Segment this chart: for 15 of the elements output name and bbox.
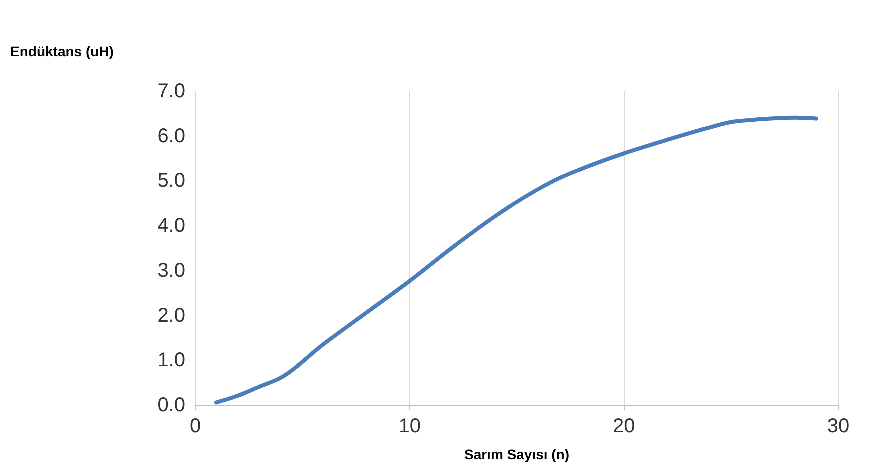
x-axis-title: Sarım Sayısı (n) [464, 446, 570, 462]
y-tick-label: 5.0 [158, 170, 186, 192]
y-tick-label: 2.0 [158, 304, 186, 327]
x-tick-label: 0 [190, 416, 202, 438]
line-series [214, 116, 819, 405]
y-tick-label: 7.0 [158, 80, 186, 102]
y-axis-title: Endüktans (uH) [10, 44, 114, 60]
y-tick-label: 4.0 [158, 215, 186, 238]
x-tick-label: 30 [827, 416, 850, 438]
x-tick-label: 20 [613, 416, 636, 438]
y-tick-label: 6.0 [158, 125, 186, 148]
y-tick-label: 3.0 [158, 260, 186, 282]
y-tick-label: 0.0 [158, 394, 186, 416]
x-tick-label: 10 [398, 416, 421, 438]
y-tick-label: 1.0 [158, 350, 186, 372]
